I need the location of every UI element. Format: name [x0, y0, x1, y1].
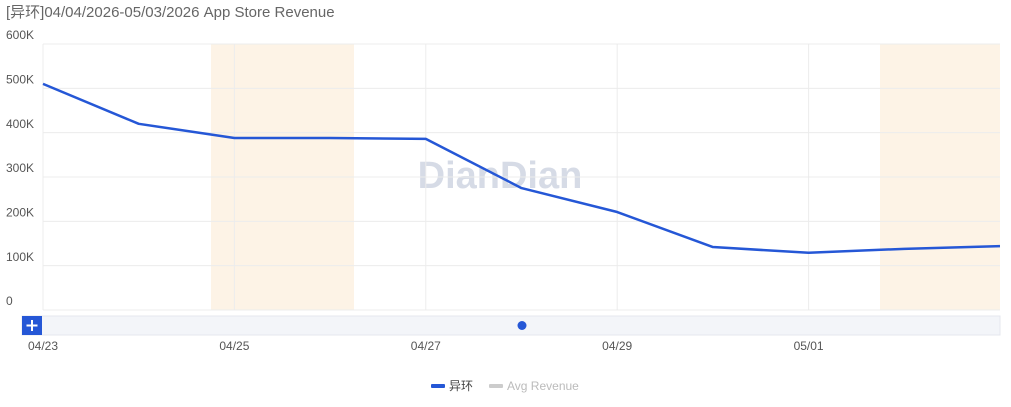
legend-label[interactable]: Avg Revenue: [507, 379, 579, 393]
x-tick-label: 04/25: [219, 339, 249, 353]
y-tick-label: 300K: [6, 161, 34, 175]
y-tick-label: 400K: [6, 117, 34, 131]
legend-swatch: [431, 384, 445, 388]
scroll-handle[interactable]: [517, 321, 527, 330]
legend: 异环 Avg Revenue: [431, 379, 579, 393]
y-tick-label: 0: [6, 294, 13, 308]
legend-swatch: [489, 384, 504, 388]
y-tick-label: 200K: [6, 206, 34, 220]
scrollbar[interactable]: [21, 315, 1001, 336]
chart-title: [异环]04/04/2026-05/03/2026 App Store Reve…: [6, 4, 335, 21]
x-tick-label: 05/01: [794, 339, 824, 353]
x-tick-label: 04/29: [602, 339, 632, 353]
zoom-icon: [26, 320, 38, 331]
y-tick-label: 100K: [6, 250, 34, 264]
series-line: [42, 82, 1001, 255]
legend-label[interactable]: 异环: [449, 379, 473, 393]
y-tick-label: 500K: [6, 73, 34, 87]
x-tick-label: 04/27: [411, 339, 441, 353]
y-tick-label: 600K: [6, 28, 34, 42]
x-tick-label: 04/23: [28, 339, 58, 353]
